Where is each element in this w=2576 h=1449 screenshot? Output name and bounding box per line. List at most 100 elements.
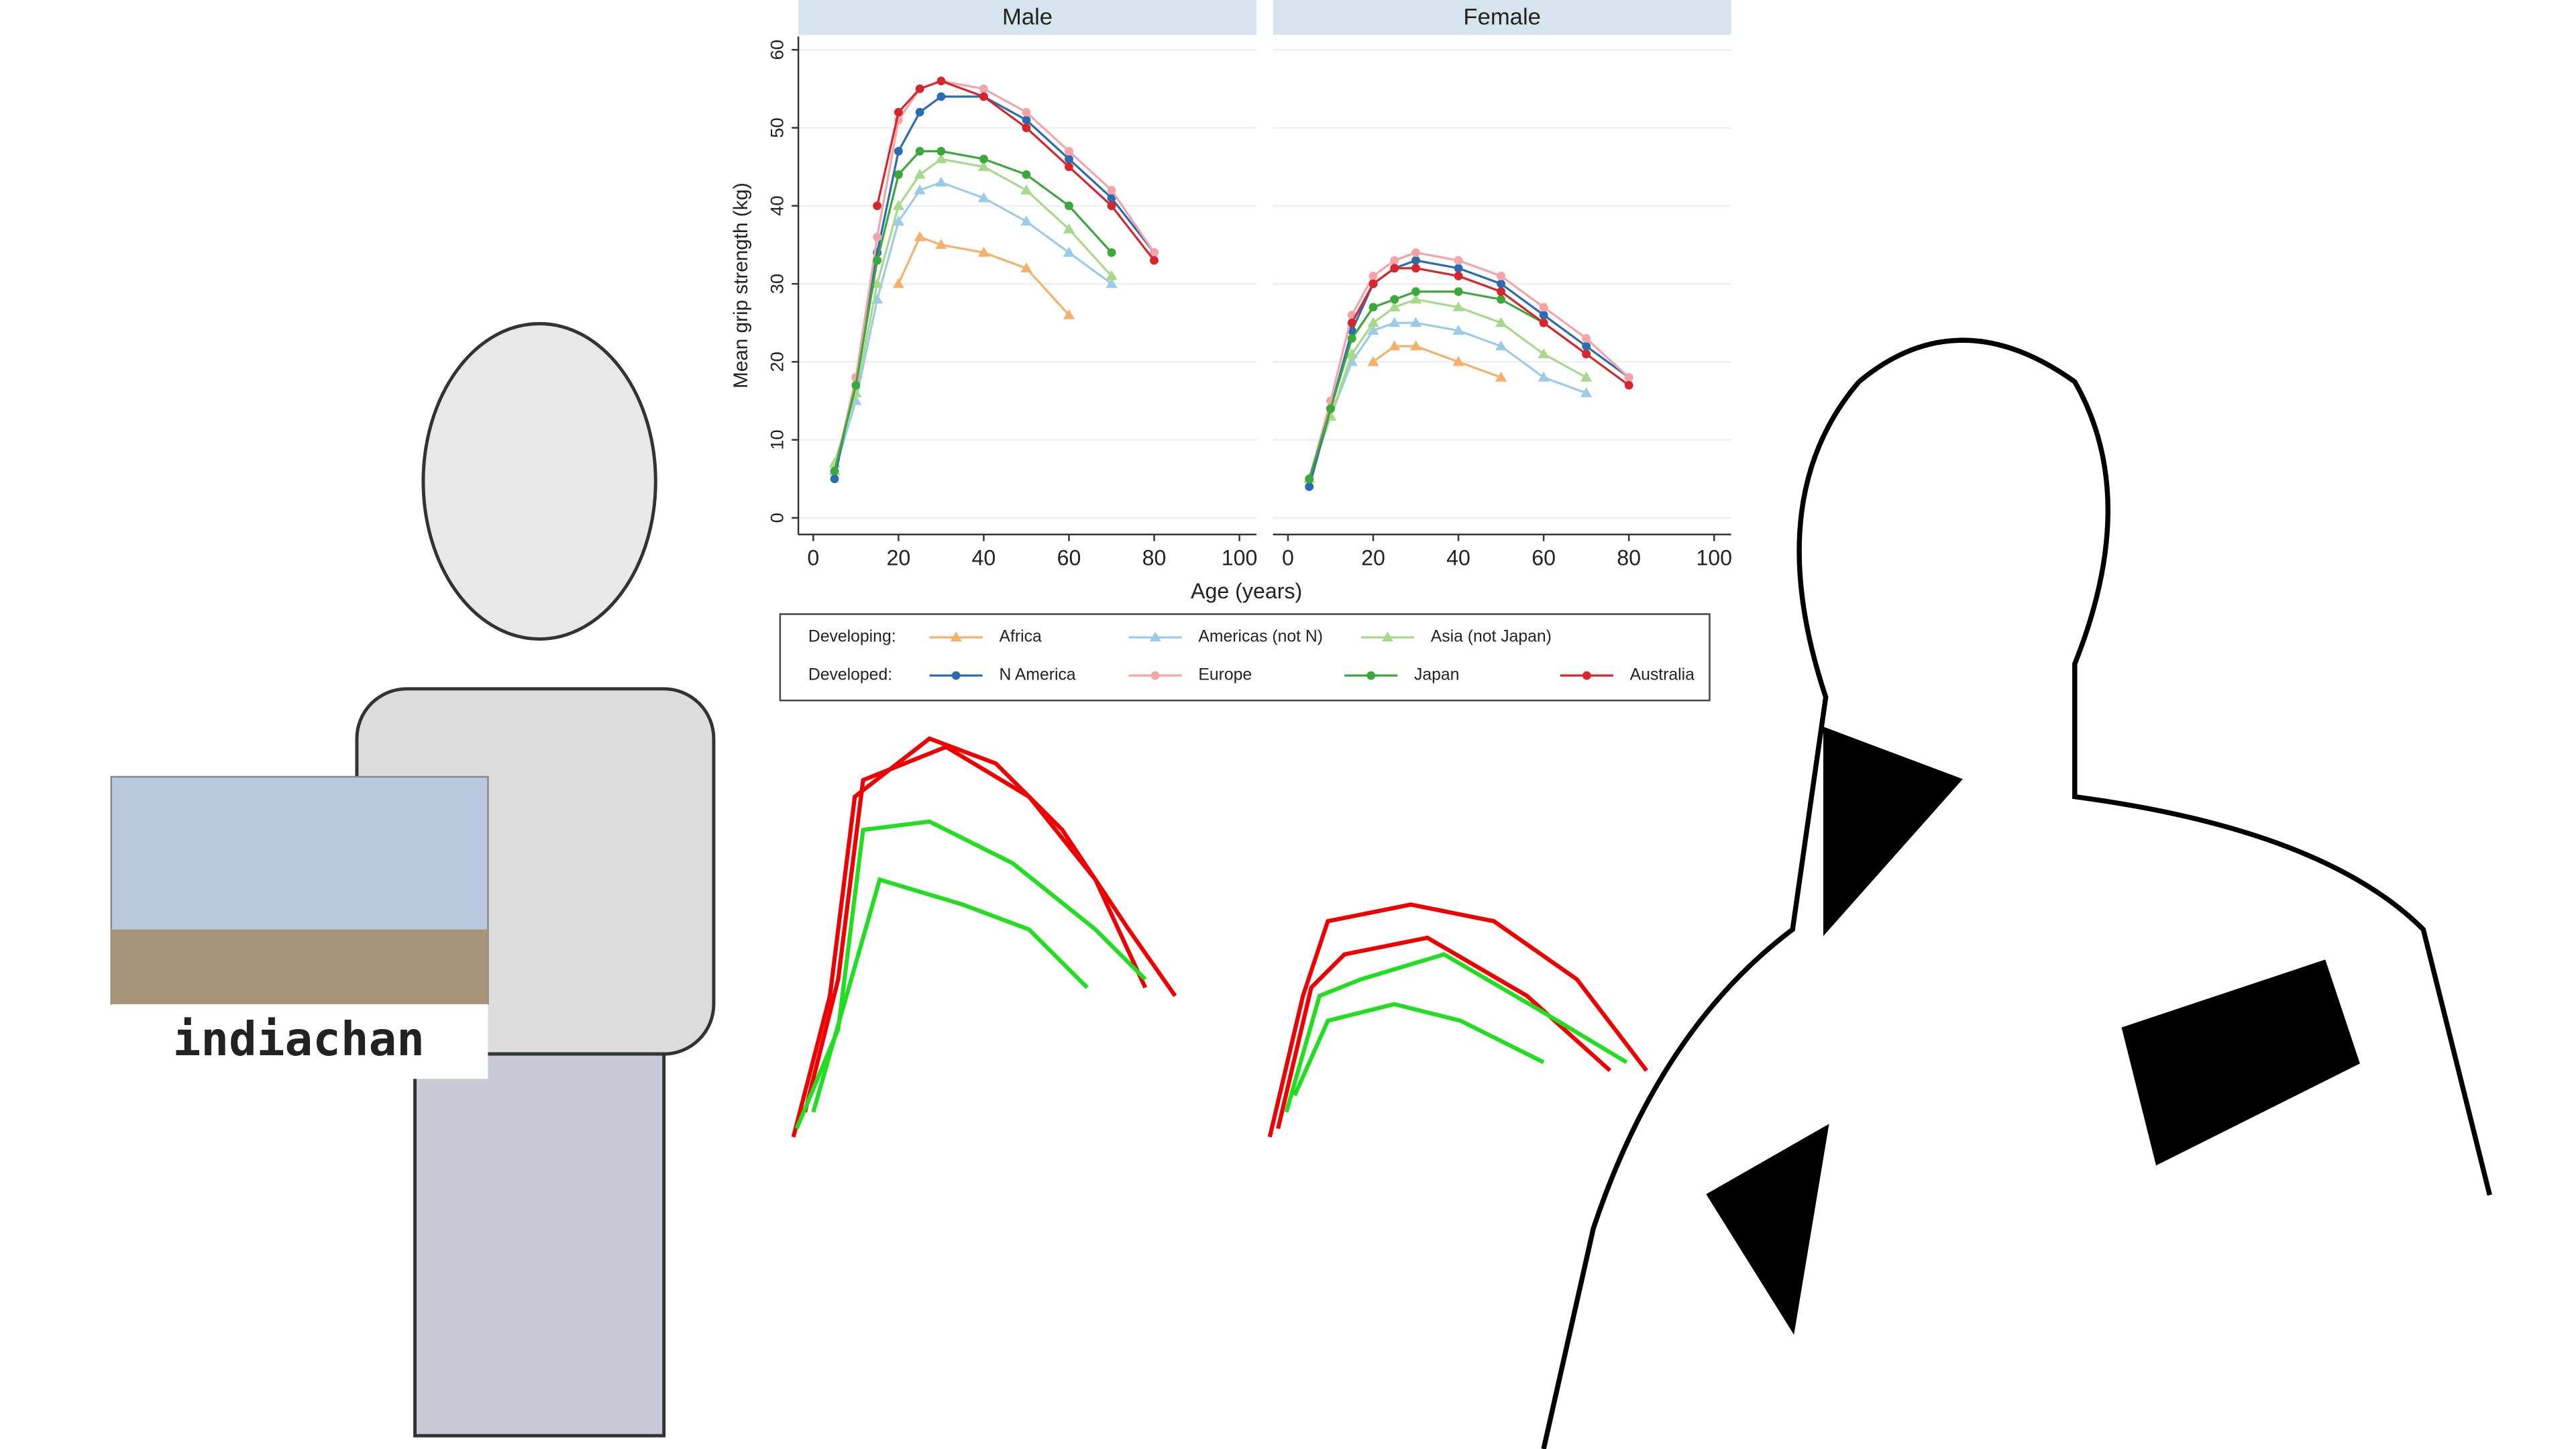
point <box>1020 184 1032 195</box>
point <box>1063 246 1075 257</box>
legend-label: Asia (not Japan) <box>1431 628 1552 646</box>
point <box>935 239 947 250</box>
point <box>915 84 924 93</box>
point <box>1411 264 1420 273</box>
x-tick-label: 40 <box>1446 545 1470 570</box>
point <box>977 192 990 203</box>
x-axis-title: Age (years) <box>1191 579 1302 603</box>
point <box>1346 348 1358 358</box>
legend-label: Europe <box>1198 666 1252 684</box>
figure-head <box>421 322 657 641</box>
point <box>1065 201 1073 211</box>
point <box>1106 270 1118 280</box>
point <box>1454 272 1463 280</box>
point <box>1305 474 1314 484</box>
point <box>1020 215 1032 226</box>
point <box>1389 340 1401 351</box>
point <box>1582 334 1591 343</box>
point <box>1107 193 1116 203</box>
point <box>915 146 924 156</box>
point <box>1022 107 1031 117</box>
point <box>977 246 990 257</box>
bust-shading <box>1706 727 2360 1335</box>
point <box>1347 318 1356 327</box>
x-tick-label: 60 <box>1057 545 1081 570</box>
traced-red <box>1267 902 1648 1138</box>
point <box>1580 387 1593 398</box>
series-line <box>1308 290 1587 480</box>
point <box>1347 334 1356 343</box>
y-tick-label: 40 <box>767 196 788 216</box>
legend-marker <box>951 671 961 680</box>
point <box>894 107 903 117</box>
point <box>979 92 988 101</box>
point <box>1495 371 1507 382</box>
point <box>1411 256 1420 265</box>
legend-marker <box>1150 671 1160 680</box>
point <box>1107 186 1116 195</box>
legend-marker <box>950 631 962 642</box>
point <box>1305 482 1314 491</box>
y-tick-label: 20 <box>767 352 788 372</box>
point <box>914 231 926 241</box>
bust-outline <box>1541 337 2492 1449</box>
legend-label: Americas (not N) <box>1198 628 1323 646</box>
traced-red <box>791 736 1177 1138</box>
point <box>1454 264 1463 273</box>
point <box>830 474 839 484</box>
point <box>1454 256 1463 265</box>
point <box>1497 294 1506 304</box>
series-line <box>897 235 1070 316</box>
point <box>1390 256 1399 265</box>
point <box>1497 279 1506 288</box>
point <box>1367 356 1379 366</box>
x-tick-label: 80 <box>1142 545 1167 570</box>
legend-label: Japan <box>1414 666 1459 684</box>
x-tick-label: 100 <box>1696 545 1732 570</box>
point <box>1411 287 1420 297</box>
picture-caption: indiachan <box>173 1013 425 1067</box>
x-tick-label: 0 <box>807 545 819 570</box>
picture-ground <box>111 929 488 1004</box>
point <box>979 84 988 93</box>
point <box>1539 318 1548 327</box>
x-tick-label: 20 <box>886 545 910 570</box>
panel-header <box>1273 0 1731 35</box>
point <box>935 153 947 164</box>
series-line <box>833 150 1113 472</box>
legend-label: Australia <box>1630 666 1695 684</box>
y-tick-label: 10 <box>767 430 788 450</box>
point <box>1390 264 1399 273</box>
figure-legs <box>413 1052 666 1438</box>
panel-title: Male <box>1002 4 1053 30</box>
point <box>979 154 988 164</box>
point <box>1452 325 1464 335</box>
point <box>873 256 882 265</box>
point <box>873 232 882 241</box>
point <box>830 466 839 476</box>
y-tick-label: 0 <box>767 513 788 523</box>
point <box>1582 350 1591 359</box>
point <box>1538 371 1550 382</box>
point <box>1020 262 1032 273</box>
legend-marker <box>1381 631 1394 642</box>
y-axis-title: Mean grip strength (kg) <box>730 182 752 388</box>
point <box>1539 311 1548 320</box>
traced-green <box>1284 952 1628 1113</box>
point <box>1497 272 1506 280</box>
point <box>1022 170 1031 179</box>
series-line <box>833 181 1112 472</box>
point <box>1539 303 1548 312</box>
point <box>1063 223 1075 233</box>
legend-marker <box>1149 631 1161 642</box>
point <box>1495 340 1507 351</box>
point <box>1065 154 1073 164</box>
panel-title: Female <box>1463 4 1540 30</box>
point <box>1624 380 1633 390</box>
traced-green <box>811 877 1089 1113</box>
point <box>1390 294 1399 304</box>
x-tick-label: 20 <box>1361 545 1385 570</box>
series-line <box>1308 321 1587 480</box>
